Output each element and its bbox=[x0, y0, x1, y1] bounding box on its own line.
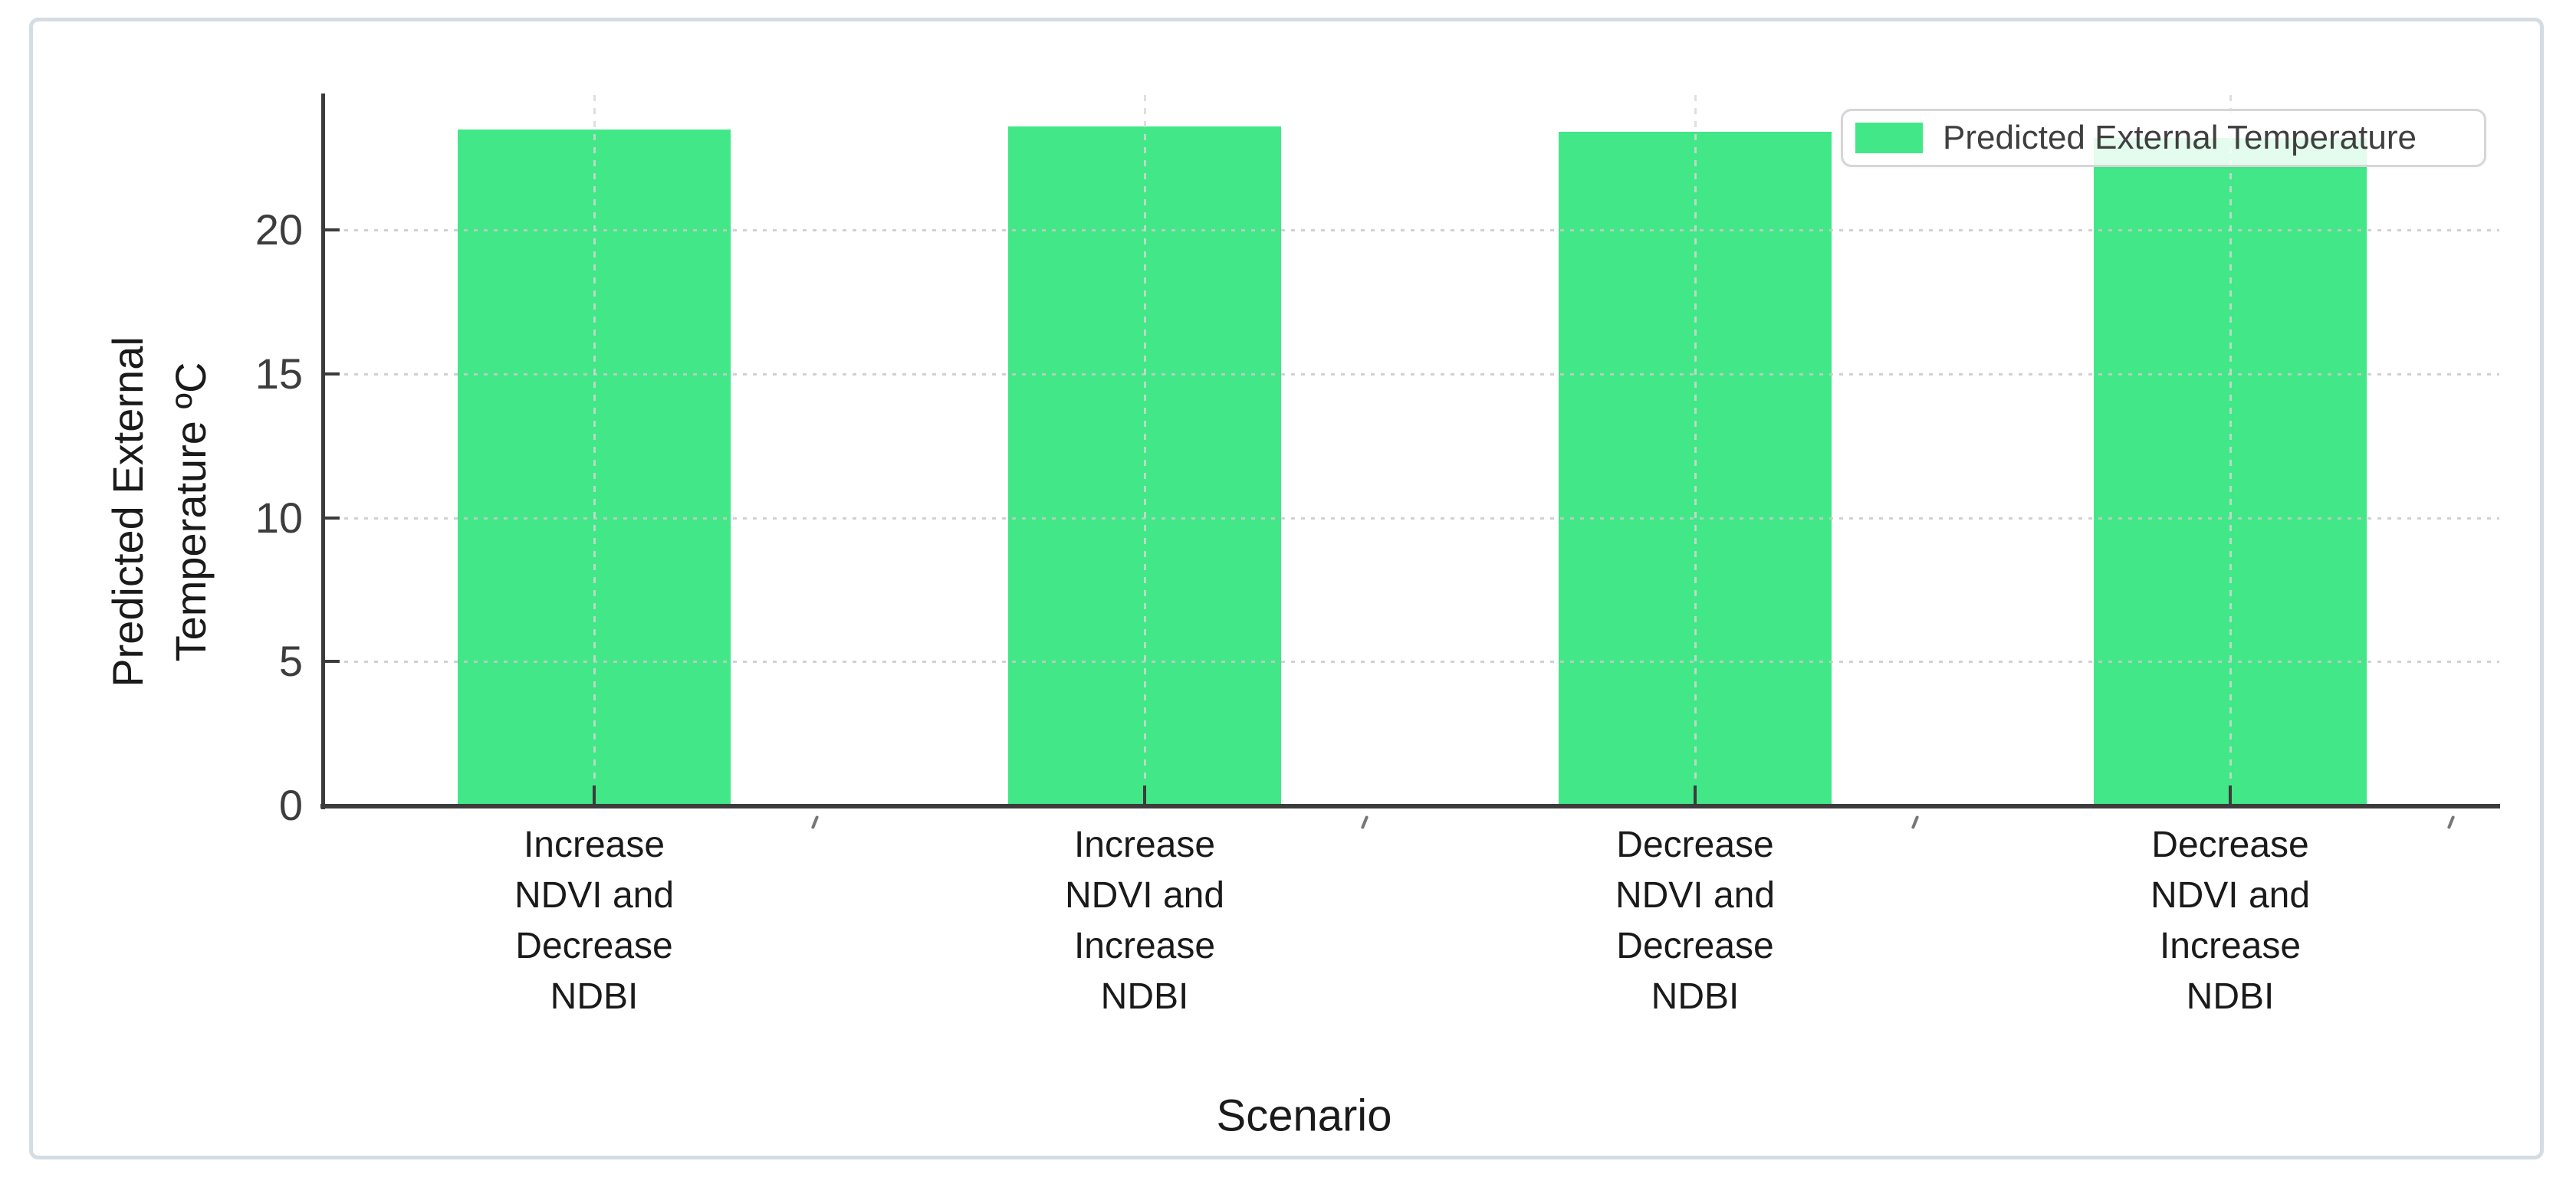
category-label-line: NDBI bbox=[2186, 976, 2275, 1017]
y-tick-20 bbox=[323, 228, 340, 231]
y-tick-10 bbox=[323, 517, 340, 520]
y-tick-15 bbox=[323, 372, 340, 376]
gridline-x-3 bbox=[1694, 95, 1697, 805]
y-tick-5 bbox=[323, 660, 340, 663]
category-label-line: NDBI bbox=[550, 976, 639, 1017]
x-tick-2 bbox=[1143, 786, 1146, 805]
gridline-x-2 bbox=[1144, 95, 1146, 805]
x-axis-title: Scenario bbox=[1216, 1091, 1392, 1141]
category-label-line: Decrease bbox=[1616, 825, 1774, 865]
y-tick-label-0: 0 bbox=[278, 781, 303, 829]
category-label-line: NDVI and bbox=[514, 875, 675, 916]
category-label-line: Increase bbox=[2159, 926, 2302, 966]
gridline-x-4 bbox=[2229, 95, 2232, 805]
category-label-line: NDVI and bbox=[1615, 875, 1776, 916]
category-label-3: Decrease NDVI and Decrease NDBI bbox=[1450, 820, 1940, 1022]
x-tick-1 bbox=[593, 786, 596, 805]
category-label-line: NDBI bbox=[1651, 976, 1740, 1017]
category-label-2: Increase NDVI and Increase NDBI bbox=[899, 820, 1390, 1022]
y-tick-label-10: 10 bbox=[255, 494, 303, 542]
category-label-line: Decrease bbox=[2151, 825, 2309, 865]
legend: Predicted External Temperature bbox=[1841, 109, 2486, 167]
y-axis-title-line2: Temperature ºC bbox=[166, 362, 215, 662]
y-tick-label-5: 5 bbox=[278, 637, 303, 685]
category-label-line: NDBI bbox=[1100, 976, 1189, 1017]
category-label-line: Increase bbox=[523, 825, 665, 865]
x-tick-3 bbox=[1694, 786, 1697, 805]
y-axis-title-line1: Predicted External bbox=[104, 336, 152, 687]
x-tick-4 bbox=[2229, 786, 2232, 805]
gridline-y-15 bbox=[324, 373, 2499, 376]
gridline-y-10 bbox=[324, 517, 2499, 520]
legend-swatch-icon bbox=[1855, 123, 1923, 153]
x-axis-spine bbox=[320, 804, 2500, 808]
chart-card: 0 5 10 15 20 Increase NDVI and Decrease NDBI Inc… bbox=[29, 18, 2544, 1159]
category-label-line: NDVI and bbox=[1064, 875, 1225, 916]
y-tick-label-20: 20 bbox=[255, 205, 303, 254]
category-label-line: NDVI and bbox=[2150, 875, 2311, 916]
y-tick-label-15: 15 bbox=[255, 349, 303, 398]
y-axis-title: Predicted External Temperature ºC bbox=[97, 336, 222, 687]
category-label-line: Decrease bbox=[515, 926, 673, 966]
category-label-line: Increase bbox=[1073, 926, 1216, 966]
y-axis-spine bbox=[321, 93, 325, 809]
legend-label: Predicted External Temperature bbox=[1943, 119, 2417, 156]
category-label-1: Increase NDVI and Decrease NDBI bbox=[349, 820, 840, 1022]
gridline-y-20 bbox=[324, 229, 2499, 231]
category-label-line: Decrease bbox=[1616, 926, 1774, 966]
gridline-y-5 bbox=[324, 661, 2499, 663]
category-label-line: Increase bbox=[1073, 825, 1216, 865]
category-label-4: Decrease NDVI and Increase NDBI bbox=[1985, 820, 2476, 1022]
gridline-x-1 bbox=[593, 95, 596, 805]
